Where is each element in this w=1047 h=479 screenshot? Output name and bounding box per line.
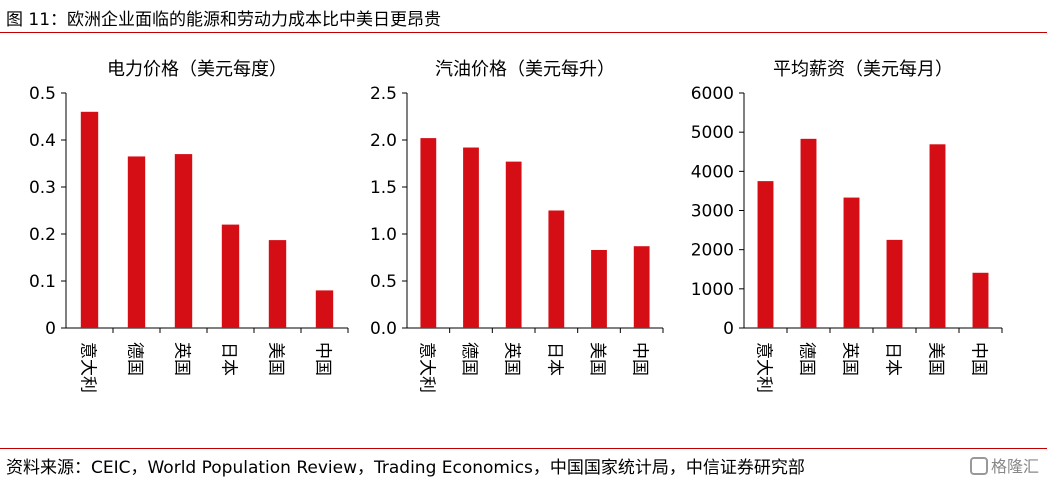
- y-tick-label: 1.0: [370, 225, 397, 245]
- bar-5: [315, 290, 334, 328]
- bar-3: [221, 224, 240, 328]
- watermark-icon: [969, 457, 988, 475]
- x-tick-label: 德国: [125, 342, 145, 376]
- y-tick-label: 4000: [691, 162, 734, 182]
- electricity-price-chart: 电力价格（美元每度） 0 0.1 0.2 0.3 0.4 0.5 意大利 德国 英国 日本 美国 中国: [29, 59, 349, 393]
- bar-4: [268, 240, 287, 328]
- y-tick-label: 0.3: [29, 178, 56, 198]
- x-tick-label: 德国: [797, 342, 817, 376]
- x-tick-label: 美国: [926, 342, 946, 376]
- x-tick-label: 意大利: [78, 342, 98, 393]
- y-tick-label: 6000: [691, 84, 734, 104]
- source-note: 资料来源：CEIC，World Population Review，Tradin…: [6, 458, 805, 478]
- bar-2: [174, 154, 193, 328]
- x-tick-label: 日本: [544, 342, 564, 376]
- bar-4: [591, 249, 607, 328]
- chart-title: 电力价格（美元每度）: [107, 59, 287, 80]
- y-tick-label: 2.0: [370, 131, 397, 151]
- bar-2: [505, 161, 522, 328]
- x-tick-label: 中国: [313, 342, 333, 376]
- y-tick-label: 0: [723, 319, 734, 339]
- bar-1: [127, 156, 146, 328]
- x-tick-label: 美国: [266, 342, 286, 376]
- average-salary-chart: 平均薪资（美元每月） 0 1000 2000 3000 4000 5000 6000 意大利 德国…: [691, 59, 1003, 393]
- x-tick-label: 日本: [883, 342, 903, 376]
- y-tick-label: 2000: [691, 241, 734, 261]
- chart-title: 汽油价格（美元每升）: [435, 59, 615, 80]
- bar-5: [633, 246, 650, 328]
- watermark-logo: 格隆汇: [969, 453, 1039, 477]
- y-tick-label: 5000: [691, 123, 734, 143]
- x-tick-label: 意大利: [754, 342, 774, 393]
- y-tick-label: 1000: [691, 280, 734, 300]
- gasoline-price-chart: 汽油价格（美元每升） 0.0 0.5 1.0 1.5 2.0 2.5 意大利 德国 英国 日本 美国中…: [370, 59, 664, 393]
- x-tick-label: 英国: [172, 342, 192, 376]
- bar-2: [843, 197, 860, 328]
- y-tick-label: 0.5: [370, 272, 397, 292]
- x-tick-label: 英国: [840, 342, 860, 376]
- chart-title: 平均薪资（美元每月）: [773, 59, 953, 80]
- x-tick-label: 德国: [459, 342, 479, 376]
- bar-5: [972, 272, 989, 328]
- bar-1: [800, 138, 817, 328]
- bar-3: [548, 210, 565, 328]
- y-tick-label: 0.0: [370, 319, 397, 339]
- y-tick-label: 1.5: [370, 178, 397, 198]
- y-tick-label: 0.2: [29, 225, 56, 245]
- watermark-text: 格隆汇: [990, 457, 1039, 476]
- x-tick-label: 日本: [219, 342, 239, 376]
- y-tick-label: 0: [45, 319, 56, 339]
- bar-1: [463, 147, 479, 328]
- x-tick-label: 美国: [587, 342, 607, 376]
- bottom-rule: [0, 448, 1047, 449]
- x-tick-label: 中国: [969, 342, 989, 376]
- x-tick-label: 英国: [502, 342, 522, 376]
- bar-0: [420, 138, 437, 328]
- bar-3: [886, 239, 903, 328]
- bar-4: [929, 144, 946, 328]
- x-tick-label: 意大利: [416, 342, 436, 393]
- top-rule: [0, 32, 1047, 33]
- y-tick-label: 0.5: [29, 84, 56, 104]
- y-tick-label: 3000: [691, 202, 734, 222]
- y-tick-label: 0.4: [29, 131, 56, 151]
- bar-0: [757, 181, 774, 328]
- y-tick-label: 0.1: [29, 272, 56, 292]
- x-tick-label: 中国: [630, 342, 650, 376]
- y-tick-label: 2.5: [370, 84, 397, 104]
- bar-0: [80, 111, 99, 328]
- figure-title: 图 11：欧洲企业面临的能源和劳动力成本比中美日更昂贵: [6, 10, 442, 30]
